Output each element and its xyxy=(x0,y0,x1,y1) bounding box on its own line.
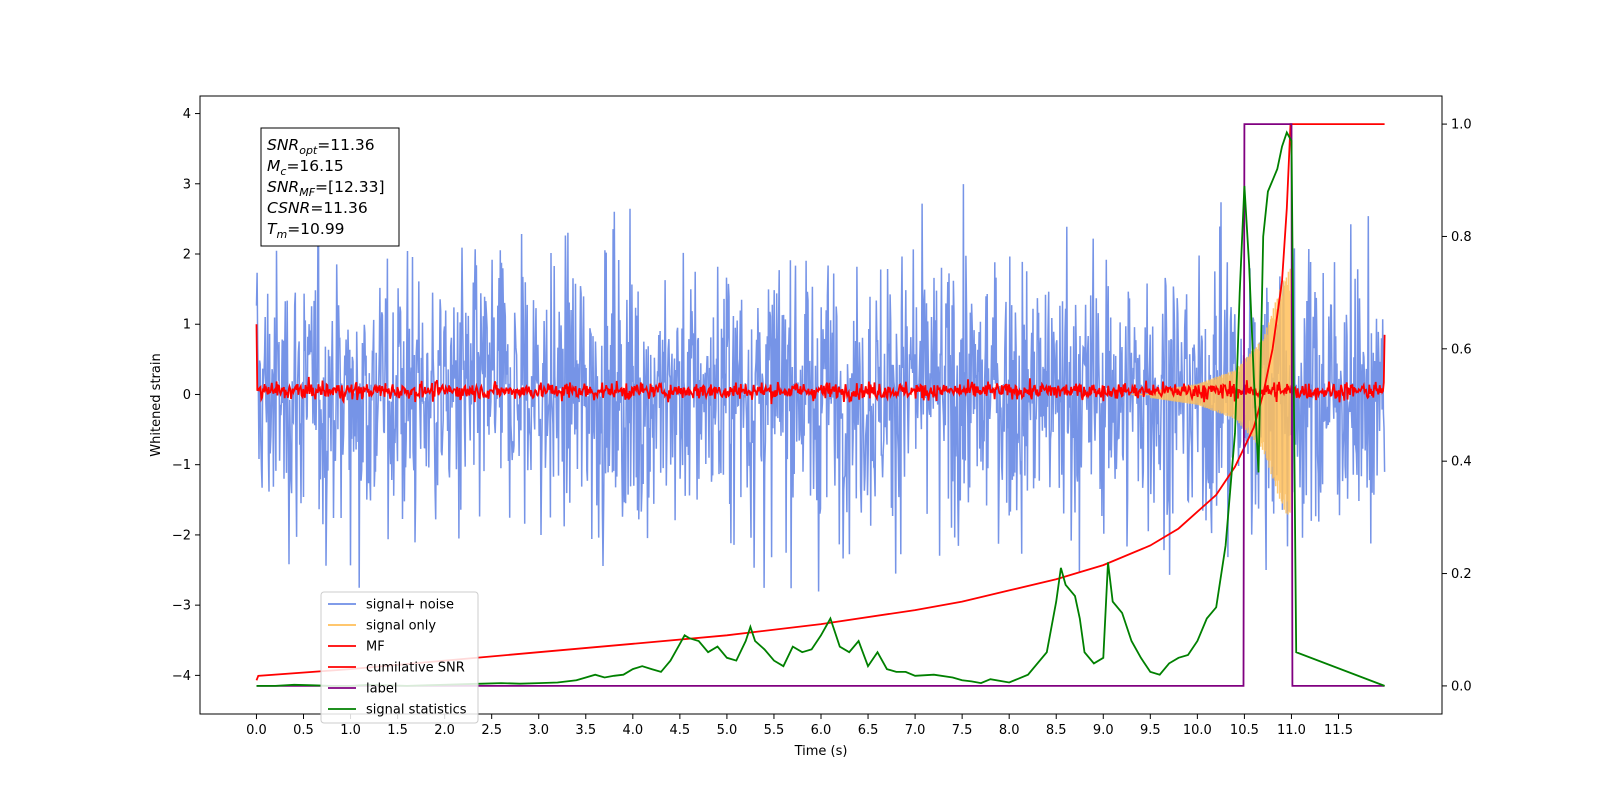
x-tick-label: 3.5 xyxy=(575,723,596,738)
series-layer xyxy=(255,123,1386,687)
series-signal-only xyxy=(1131,268,1292,515)
x-tick-label: 7.0 xyxy=(905,723,926,738)
x-tick-label: 0.5 xyxy=(293,723,314,738)
x-tick-label: 6.5 xyxy=(858,723,879,738)
x-tick-label: 2.0 xyxy=(434,723,455,738)
x-tick-label: 7.5 xyxy=(952,723,973,738)
x-tick-label: 9.5 xyxy=(1140,723,1161,738)
series-signal-plus-noise xyxy=(255,184,1386,592)
y-tick-label: 4 xyxy=(183,107,191,122)
y-tick-label: −1 xyxy=(172,458,191,473)
legend-label: cumilative SNR xyxy=(366,661,465,676)
series-signal-statistics xyxy=(256,130,1385,687)
x-tick-label: 5.5 xyxy=(764,723,785,738)
series-mf xyxy=(255,324,1386,405)
y2-tick-label: 0.8 xyxy=(1451,230,1472,245)
y2-tick-label: 0.0 xyxy=(1451,679,1472,694)
annotation-line: Mc=16.15 xyxy=(267,157,344,178)
legend-frame xyxy=(320,591,479,724)
stats-annotation-box: SNRopt=11.36Mc=16.15SNRMF=[12.33]CSNR=11… xyxy=(260,127,400,247)
y-axis-right: 0.0 0.2 0.4 0.6 0.8 1.0 xyxy=(1442,118,1472,694)
x-tick-label: 10.0 xyxy=(1183,723,1212,738)
annotation-line: SNRMF=[12.33] xyxy=(267,178,385,199)
x-tick-label: 5.0 xyxy=(717,723,738,738)
y2-tick-label: 0.4 xyxy=(1451,455,1472,470)
x-tick-label: 4.5 xyxy=(670,723,691,738)
x-tick-label: 8.5 xyxy=(1046,723,1067,738)
y-tick-label: 0 xyxy=(183,388,191,403)
y2-tick-label: 0.6 xyxy=(1451,342,1472,357)
x-axis: 0.0 0.5 1.0 1.5 2.0 2.5 3.0 3.5 4.0 4.5 5.0 5.5 6.0 6… xyxy=(246,714,1353,738)
x-tick-label: 4.0 xyxy=(622,723,643,738)
x-tick-label: 11.0 xyxy=(1277,723,1306,738)
y-tick-label: 3 xyxy=(183,177,191,192)
annotation-frame xyxy=(260,127,400,247)
x-axis-label: Time (s) xyxy=(794,744,848,759)
y-tick-label: 2 xyxy=(183,248,191,263)
y-tick-label: −3 xyxy=(172,599,191,614)
legend-label: signal statistics xyxy=(366,703,467,718)
x-tick-label: 1.5 xyxy=(387,723,408,738)
legend-label: signal only xyxy=(366,619,436,634)
series-label xyxy=(256,123,1385,687)
legend: signal+ noise signal only MF cumilative SNR… xyxy=(320,591,479,724)
x-tick-label: 11.5 xyxy=(1324,723,1353,738)
annotation-line: CSNR=11.36 xyxy=(267,199,368,217)
y-tick-label: 1 xyxy=(183,318,191,333)
y-tick-label: −4 xyxy=(172,669,191,684)
x-tick-label: 2.5 xyxy=(481,723,502,738)
legend-label: label xyxy=(366,682,397,697)
y2-tick-label: 0.2 xyxy=(1451,567,1472,582)
annotation-line: SNRopt=11.36 xyxy=(267,136,375,157)
x-tick-label: 3.0 xyxy=(528,723,549,738)
series-cumulative-snr xyxy=(255,123,1385,681)
x-tick-label: 10.5 xyxy=(1230,723,1259,738)
x-tick-label: 9.0 xyxy=(1093,723,1114,738)
legend-label: MF xyxy=(366,640,385,655)
x-tick-label: 6.0 xyxy=(811,723,832,738)
y-axis-left: −4 −3 −2 −1 0 1 2 3 4 xyxy=(172,107,200,684)
x-tick-label: 1.0 xyxy=(340,723,361,738)
annotation-line: Tm=10.99 xyxy=(267,220,345,241)
legend-label: signal+ noise xyxy=(366,598,454,613)
y2-tick-label: 1.0 xyxy=(1451,118,1472,133)
x-tick-label: 0.0 xyxy=(246,723,267,738)
x-tick-label: 8.0 xyxy=(999,723,1020,738)
y-axis-label: Whitened strain xyxy=(149,353,164,456)
y-tick-label: −2 xyxy=(172,528,191,543)
